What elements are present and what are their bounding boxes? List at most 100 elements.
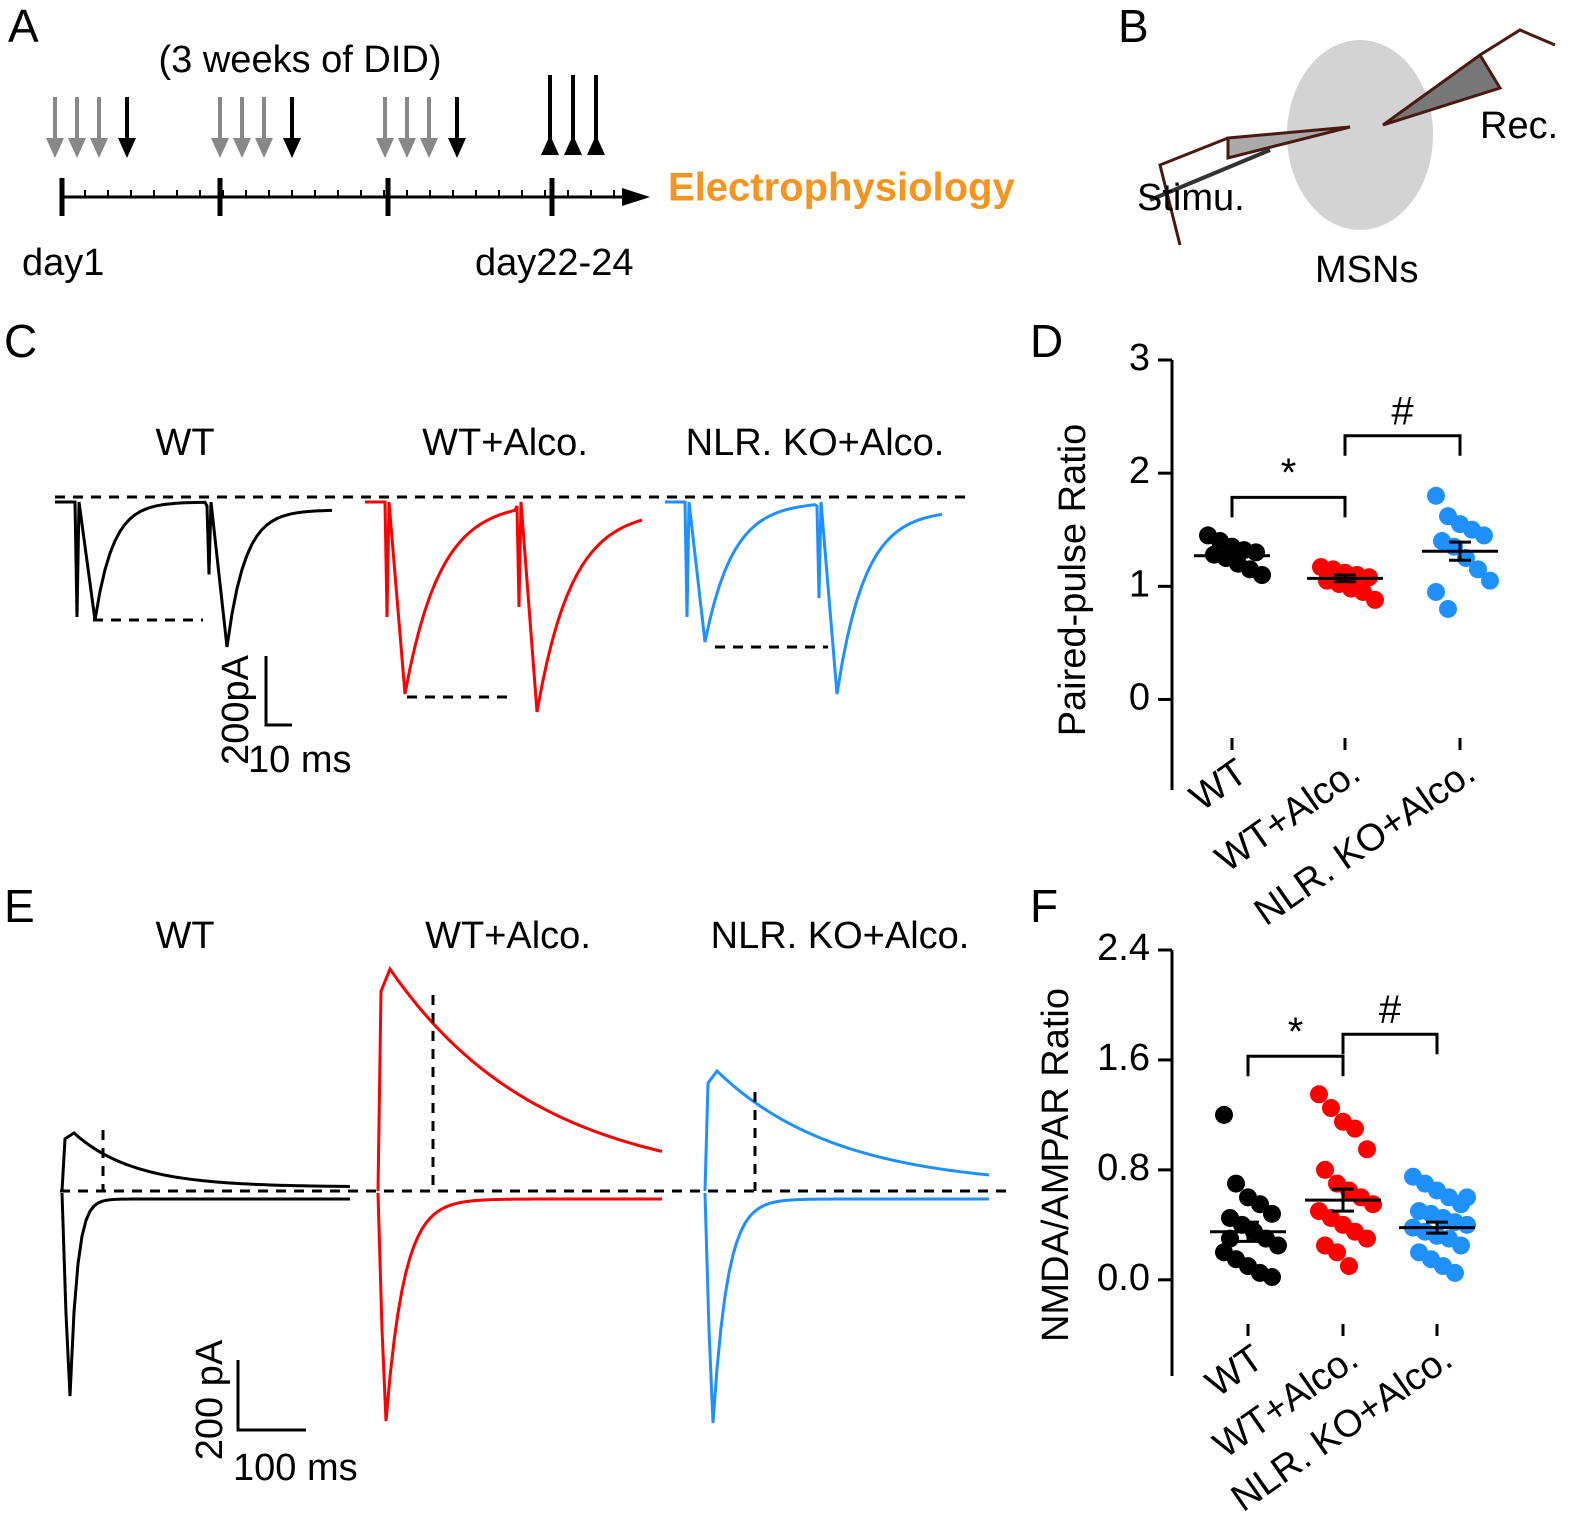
data-point	[1427, 582, 1445, 601]
trace	[703, 1192, 989, 1424]
scale-label: 100 ms	[233, 1447, 358, 1489]
stim-pipette	[1158, 136, 1229, 246]
group-label: WT+Alco.	[422, 422, 588, 464]
traces	[55, 500, 943, 713]
timeline	[46, 75, 650, 216]
label: Stimu.	[1137, 177, 1245, 219]
error-bar	[1449, 540, 1471, 562]
data-point	[1481, 571, 1499, 590]
trace	[376, 1192, 662, 1422]
timeline-end: day22-24	[475, 242, 633, 284]
scale-label: 200pA	[215, 654, 257, 765]
y-tick-label: 0.8	[1097, 1147, 1150, 1189]
scale-label: 10 ms	[248, 739, 351, 781]
arrow	[118, 138, 136, 158]
timeline-start: day1	[22, 242, 104, 284]
error-bar	[1221, 549, 1243, 562]
panel-label: E	[4, 880, 35, 932]
stim-pipette	[1226, 125, 1351, 160]
arrow	[255, 138, 273, 158]
schematic	[1149, 28, 1556, 246]
error-bar	[1426, 1220, 1448, 1235]
data-point	[1263, 1204, 1281, 1223]
arrow	[46, 138, 64, 158]
arrow	[90, 138, 108, 158]
trace	[703, 1068, 990, 1192]
rec-pipette	[1479, 28, 1556, 57]
data-point	[1316, 1160, 1334, 1179]
y-axis-label: NMDA/AMPAR Ratio	[1035, 988, 1077, 1342]
error-bar	[1237, 1220, 1259, 1243]
arrow	[564, 135, 582, 155]
data-point	[1364, 1195, 1382, 1214]
data-point	[1340, 1257, 1358, 1276]
arrow	[398, 138, 416, 158]
error-bar	[1334, 573, 1356, 584]
arrowhead	[622, 188, 650, 206]
group-label: NLR. KO+Alco.	[711, 915, 970, 957]
trace	[365, 500, 643, 713]
x-tick-label: WT	[1182, 751, 1254, 819]
stim-wire	[1149, 148, 1271, 202]
arrow	[376, 138, 394, 158]
group-label: NLR. KO+Alco.	[686, 422, 945, 464]
significance-label: #	[1391, 389, 1414, 433]
panel-label: A	[8, 0, 39, 52]
data-point	[1427, 486, 1445, 505]
data-point	[1446, 1263, 1464, 1282]
traces	[60, 965, 990, 1424]
significance-label: #	[1379, 988, 1402, 1032]
cell	[1287, 40, 1433, 230]
y-tick-label: 1.6	[1097, 1037, 1150, 1079]
y-axis-label: Paired-pulse Ratio	[1052, 424, 1094, 737]
arrow	[587, 135, 605, 155]
significance-label: *	[1281, 451, 1297, 495]
arrow	[68, 138, 86, 158]
data-point	[1253, 566, 1271, 584]
scale-bar	[236, 1360, 306, 1432]
label: MSNs	[1315, 249, 1418, 291]
data-point	[1358, 1229, 1376, 1248]
y-tick-label: 2	[1129, 450, 1150, 492]
data-point	[1269, 1236, 1287, 1255]
data-point	[1251, 1195, 1269, 1214]
group-label: WT	[155, 422, 214, 464]
data-point	[1458, 1215, 1476, 1234]
panel-label: B	[1118, 0, 1149, 52]
data-point	[1366, 590, 1384, 609]
data-point	[1458, 1188, 1476, 1207]
data-point	[1322, 1099, 1340, 1118]
y-tick-label: 0	[1129, 677, 1150, 719]
trace	[60, 1131, 351, 1192]
significance-bracket	[1341, 1032, 1439, 1055]
timeline-title: (3 weeks of DID)	[159, 39, 442, 81]
data-point	[1475, 526, 1493, 545]
y-tick-label: 0.0	[1097, 1257, 1150, 1299]
trace	[376, 965, 663, 1192]
significance-bracket	[1343, 434, 1462, 456]
y-tick-label: 3	[1129, 337, 1150, 379]
arrow	[283, 138, 301, 158]
data-point	[1221, 1229, 1239, 1248]
data-point	[1358, 1140, 1376, 1159]
panel-label: C	[4, 315, 37, 367]
trace	[665, 500, 943, 695]
error-bar	[1332, 1187, 1354, 1213]
data-point	[1328, 1243, 1346, 1262]
panel-label: F	[1030, 880, 1058, 932]
data-point	[1439, 599, 1457, 618]
significance-label: *	[1288, 1010, 1304, 1054]
data-point	[1469, 560, 1487, 579]
data-point	[1227, 1174, 1245, 1193]
y-tick-label: 1	[1129, 563, 1150, 605]
arrow	[448, 138, 466, 158]
data-point	[1247, 543, 1265, 562]
group-label: WT	[155, 915, 214, 957]
arrow	[420, 138, 438, 158]
panel-label: D	[1030, 315, 1063, 367]
timeline-endpoint: Electrophysiology	[668, 166, 1015, 210]
scale-bar	[264, 656, 292, 727]
significance-bracket	[1246, 1054, 1345, 1077]
rec-pipette	[1382, 52, 1503, 127]
